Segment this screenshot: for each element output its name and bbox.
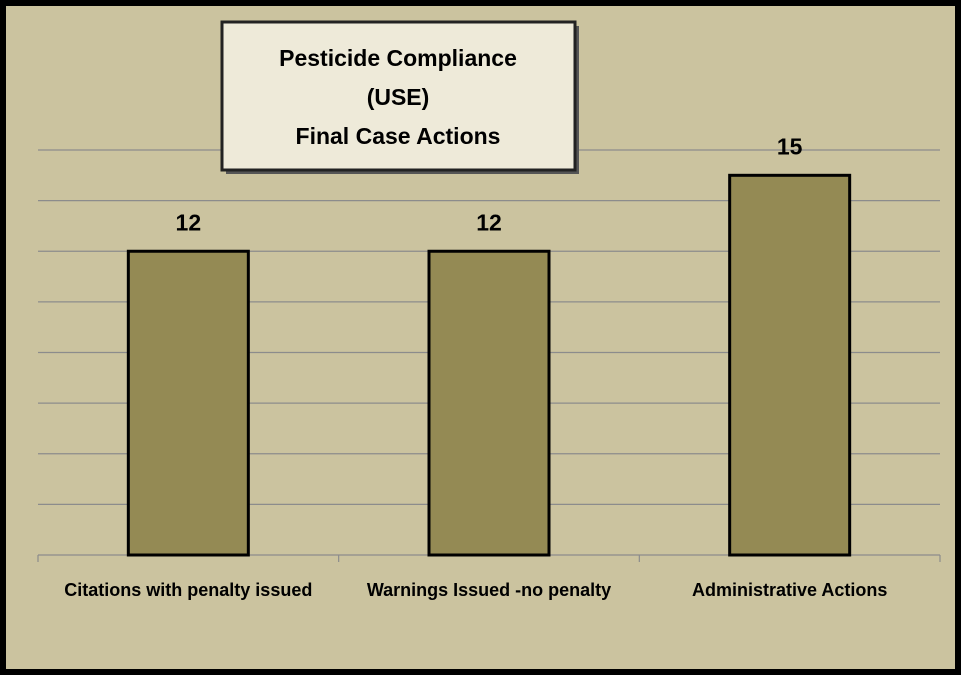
bar xyxy=(427,249,551,557)
bar xyxy=(728,173,852,557)
x-tick-label: Administrative Actions xyxy=(691,580,888,600)
bar xyxy=(126,249,250,557)
x-tick-label: Citations with penalty issued xyxy=(64,580,313,600)
x-tick-label: Warnings Issued -no penalty xyxy=(366,580,612,600)
data-label: 15 xyxy=(777,133,803,159)
chart-title: (USE) xyxy=(367,84,430,110)
chart-title: Pesticide Compliance xyxy=(279,45,517,71)
data-label: 12 xyxy=(176,209,202,235)
title-box xyxy=(220,20,577,172)
data-label: 12 xyxy=(476,209,502,235)
chart-title: Final Case Actions xyxy=(296,123,501,149)
